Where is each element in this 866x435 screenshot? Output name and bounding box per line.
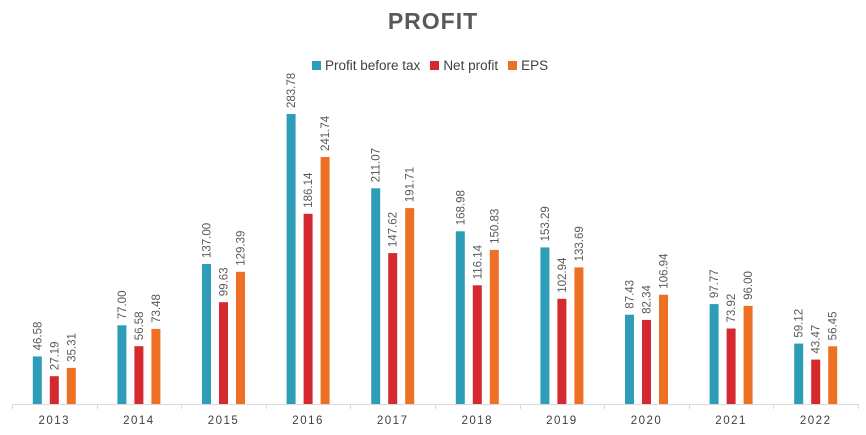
- legend-item-profit-before-tax: Profit before tax: [312, 58, 420, 73]
- bar: [303, 213, 313, 404]
- data-label: 59.12: [794, 309, 806, 338]
- bar: [371, 188, 381, 404]
- chart-title: PROFIT: [387, 8, 479, 34]
- legend-swatch-net-profit: [430, 61, 440, 70]
- bar: [659, 294, 668, 404]
- bar: [32, 356, 42, 404]
- legend-item-net-profit: Net profit: [430, 58, 498, 73]
- x-tick-label: 2014: [123, 415, 155, 427]
- bar: [557, 298, 567, 404]
- data-label: 283.78: [286, 73, 298, 108]
- legend-item-eps: EPS: [508, 58, 548, 73]
- bar: [625, 314, 634, 404]
- data-label: 129.39: [236, 231, 248, 266]
- data-label: 96.00: [743, 271, 755, 300]
- x-tick-label: 2013: [39, 415, 71, 427]
- x-tick-label: 2015: [208, 415, 240, 427]
- legend-label-eps: EPS: [521, 58, 549, 73]
- data-label: 102.94: [557, 257, 569, 293]
- data-label: 35.31: [66, 333, 78, 362]
- data-label: 56.45: [828, 312, 840, 341]
- data-label: 137.00: [202, 223, 214, 258]
- x-tick-label: 2021: [715, 415, 747, 427]
- bar: [236, 271, 245, 404]
- data-label: 73.92: [726, 294, 738, 323]
- bar: [405, 208, 415, 404]
- bar: [455, 231, 465, 404]
- data-label: 241.74: [320, 115, 332, 151]
- bar: [743, 305, 753, 404]
- x-tick-label: 2018: [462, 415, 494, 427]
- bar: [709, 304, 719, 404]
- bar: [286, 114, 296, 404]
- data-label: 77.00: [117, 291, 129, 320]
- data-label: 116.14: [472, 244, 484, 279]
- bar: [49, 376, 59, 404]
- bar: [202, 264, 211, 404]
- bar: [134, 346, 144, 404]
- data-label: 106.94: [659, 253, 671, 289]
- bar: [794, 343, 804, 404]
- data-label: 56.58: [134, 311, 146, 340]
- legend: Profit before tax Net profit EPS: [312, 58, 548, 73]
- bar: [388, 253, 398, 404]
- data-label: 168.98: [455, 190, 467, 225]
- data-label: 133.69: [574, 226, 586, 261]
- bar: [472, 285, 482, 404]
- legend-label-net-profit: Net profit: [443, 58, 499, 73]
- data-label: 191.71: [405, 167, 417, 202]
- data-label: 147.62: [388, 212, 400, 247]
- x-tick-label: 2022: [800, 415, 832, 427]
- bar: [219, 302, 228, 404]
- data-label: 211.07: [371, 148, 383, 182]
- data-label: 82.34: [642, 285, 654, 314]
- x-tick-label: 2019: [546, 415, 578, 427]
- legend-swatch-profit-before-tax: [312, 61, 321, 70]
- bar: [489, 249, 499, 404]
- bar: [320, 157, 330, 404]
- legend-swatch-eps: [508, 61, 518, 70]
- bar: [726, 328, 736, 404]
- bar: [828, 346, 838, 404]
- x-tick-label: 2016: [292, 415, 324, 427]
- bar: [117, 325, 127, 404]
- data-label: 97.77: [709, 269, 721, 298]
- x-tick-label: 2020: [631, 415, 663, 427]
- legend-label-profit-before-tax: Profit before tax: [325, 58, 421, 73]
- bar: [574, 267, 584, 404]
- data-label: 150.83: [489, 209, 501, 244]
- data-label: 99.63: [219, 267, 231, 296]
- data-label: 46.58: [32, 322, 44, 351]
- data-label: 87.43: [625, 280, 637, 309]
- bar: [642, 319, 651, 404]
- bar: [151, 328, 161, 404]
- bar: [811, 359, 821, 404]
- bar: [66, 367, 76, 404]
- data-label: 73.48: [151, 294, 163, 323]
- data-label: 43.47: [811, 325, 823, 354]
- data-label: 153.29: [540, 206, 552, 241]
- x-tick-label: 2017: [377, 415, 409, 427]
- data-label: 186.14: [303, 172, 315, 208]
- data-label: 27.19: [49, 341, 61, 370]
- bar: [540, 247, 550, 404]
